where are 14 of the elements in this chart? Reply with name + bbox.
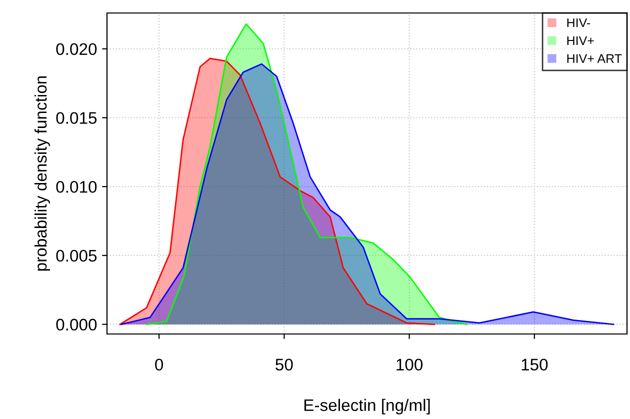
y-tick-label: 0.020 (56, 43, 97, 56)
y-tick-label: 0.015 (56, 112, 97, 124)
y-tick-label: 0.005 (56, 250, 97, 262)
y-tick-label: 0.000 (56, 318, 97, 331)
x-tick-label: 150 (522, 358, 548, 371)
x-tick-label: 50 (276, 358, 293, 371)
legend-label: HIV- (567, 18, 590, 28)
legend-label: HIV+ (567, 36, 594, 45)
x-axis-title: E-selectin [ng/ml] (304, 398, 430, 414)
y-tick-label: 0.010 (56, 180, 97, 193)
y-axis-title: probability density function (34, 76, 50, 271)
legend-label: HIV+ ART (567, 54, 622, 63)
x-tick-label: 0 (155, 358, 164, 371)
x-tick-label: 100 (396, 358, 423, 371)
